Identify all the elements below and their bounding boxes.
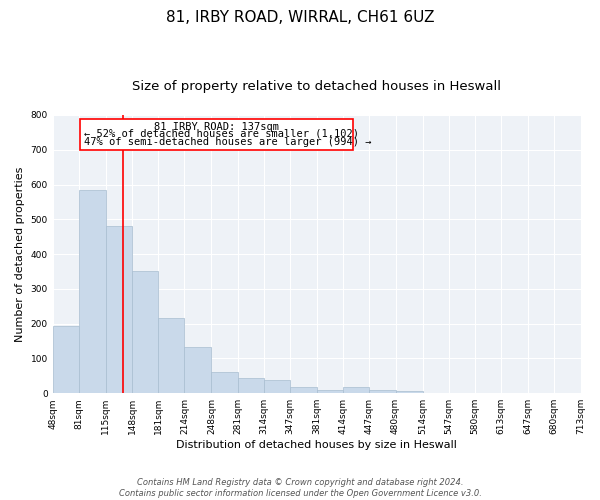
- Bar: [184, 347, 211, 393]
- Bar: [290, 388, 317, 393]
- Bar: [158, 318, 184, 393]
- X-axis label: Distribution of detached houses by size in Heswall: Distribution of detached houses by size …: [176, 440, 457, 450]
- Text: Contains HM Land Registry data © Crown copyright and database right 2024.
Contai: Contains HM Land Registry data © Crown c…: [119, 478, 481, 498]
- Bar: [211, 372, 238, 393]
- Text: 81, IRBY ROAD, WIRRAL, CH61 6UZ: 81, IRBY ROAD, WIRRAL, CH61 6UZ: [166, 10, 434, 25]
- Bar: [264, 380, 290, 393]
- Bar: [370, 390, 395, 393]
- Bar: [106, 226, 132, 393]
- Bar: [238, 378, 264, 393]
- FancyBboxPatch shape: [80, 119, 353, 150]
- Bar: [395, 392, 422, 393]
- Bar: [79, 190, 106, 393]
- Text: 47% of semi-detached houses are larger (994) →: 47% of semi-detached houses are larger (…: [83, 138, 371, 147]
- Bar: [317, 390, 343, 393]
- Text: 81 IRBY ROAD: 137sqm: 81 IRBY ROAD: 137sqm: [154, 122, 279, 132]
- Y-axis label: Number of detached properties: Number of detached properties: [15, 166, 25, 342]
- Bar: [53, 326, 79, 393]
- Bar: [132, 271, 158, 393]
- Text: ← 52% of detached houses are smaller (1,102): ← 52% of detached houses are smaller (1,…: [83, 129, 359, 139]
- Title: Size of property relative to detached houses in Heswall: Size of property relative to detached ho…: [132, 80, 501, 93]
- Bar: [343, 386, 370, 393]
